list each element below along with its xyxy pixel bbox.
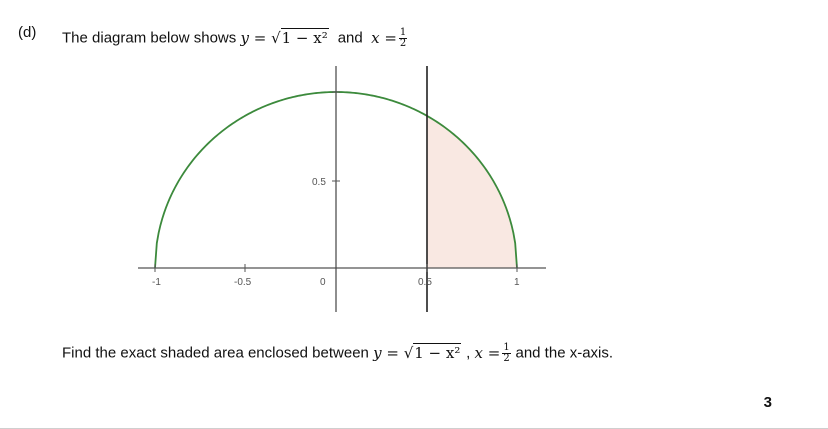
x-tick-label: 0 [320, 277, 326, 288]
x-tick-label: -0.5 [234, 277, 252, 288]
x-tick-label: 1 [514, 277, 520, 288]
marks-value: 3 [763, 394, 772, 411]
conjunction: and [337, 29, 363, 47]
prompt-text: Find the exact shaded area enclosed betw… [62, 344, 369, 362]
equation-curve: y = √1 − x² [240, 27, 329, 47]
prompt-tail: and the x-axis. [515, 344, 614, 362]
shaded-region [426, 115, 517, 268]
y-tick-label: 0.5 [312, 177, 326, 188]
equation-line: x = 1 2 [474, 342, 511, 364]
comma: , [466, 344, 471, 362]
equation-curve: y = √1 − x² [373, 342, 462, 362]
x-tick-label: -1 [152, 277, 161, 288]
question-intro-line: The diagram below shows y = √1 − x² and … [62, 27, 408, 49]
question-label: (d) [18, 24, 37, 41]
x-tick-label: 0.5 [418, 277, 432, 288]
equation-line: x = 1 2 [371, 27, 408, 49]
intro-text: The diagram below shows [62, 29, 237, 47]
question-prompt-line: Find the exact shaded area enclosed betw… [62, 342, 614, 364]
